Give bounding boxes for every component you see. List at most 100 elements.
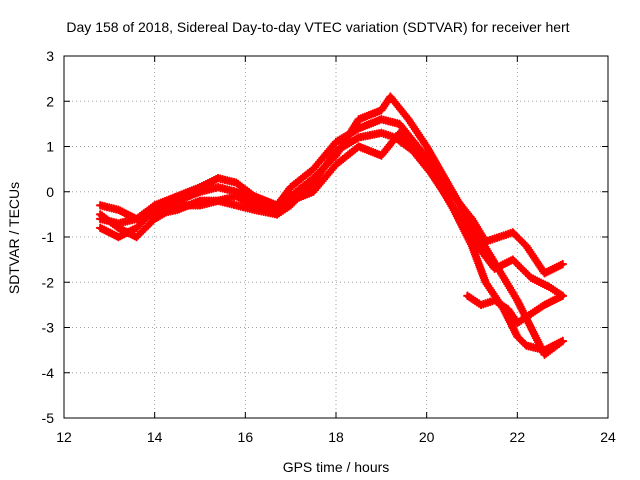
chart-title: Day 158 of 2018, Sidereal Day-to-day VTE… <box>66 19 569 35</box>
data-point <box>561 294 565 298</box>
data-point <box>425 144 429 149</box>
data-point <box>515 321 519 325</box>
data-point <box>153 212 157 216</box>
data-point <box>379 153 383 158</box>
grid-lines <box>64 56 608 418</box>
data-point <box>465 294 470 298</box>
series-markers <box>95 92 567 359</box>
data-point <box>488 253 492 257</box>
data-point <box>470 244 474 248</box>
data-point <box>311 176 315 180</box>
data-point <box>443 176 447 180</box>
data-point <box>98 203 102 207</box>
data-point <box>357 135 361 140</box>
data-point <box>461 208 465 212</box>
data-point <box>216 199 220 203</box>
data-point <box>216 185 220 189</box>
x-tick-label: 22 <box>510 429 526 445</box>
y-tick-label: 2 <box>46 93 54 109</box>
data-point <box>502 276 506 280</box>
data-point <box>289 199 293 203</box>
data-point <box>379 117 383 121</box>
data-point <box>542 271 547 275</box>
data-point <box>479 248 483 253</box>
data-point <box>434 176 438 180</box>
data-point <box>379 108 383 112</box>
data-point <box>452 208 456 212</box>
data-point <box>493 298 497 302</box>
data-point <box>175 208 179 212</box>
data-point <box>479 303 483 307</box>
data-point <box>198 199 202 203</box>
data-point <box>334 163 338 167</box>
series-track-3 <box>95 92 567 359</box>
series-track-5 <box>463 291 567 328</box>
data-point <box>116 221 120 226</box>
data-point <box>484 280 488 284</box>
data-point <box>311 167 315 171</box>
data-point <box>234 203 238 207</box>
y-tick-label: -1 <box>42 229 55 245</box>
x-tick-label: 16 <box>238 429 254 445</box>
data-point <box>234 194 238 198</box>
y-tick-label: -5 <box>42 410 55 426</box>
data-point <box>416 149 420 153</box>
data-point <box>561 262 565 266</box>
data-point <box>515 334 519 339</box>
data-point <box>515 298 519 302</box>
y-tick-label: -4 <box>42 365 55 381</box>
data-point <box>134 235 139 239</box>
data-point <box>506 307 510 311</box>
data-point <box>524 244 529 248</box>
series-track-1 <box>95 115 567 278</box>
data-point <box>289 185 293 189</box>
y-tick-label: -2 <box>42 274 55 290</box>
data-point <box>357 144 361 149</box>
data-point <box>511 230 515 235</box>
data-point <box>311 190 315 194</box>
y-axis-label: SDTVAR / TECUs <box>6 182 22 294</box>
data-point <box>529 325 533 330</box>
y-tick-label: -3 <box>42 320 55 336</box>
y-tick-label: 0 <box>46 184 54 200</box>
data-point <box>397 131 402 135</box>
series-markers <box>95 115 567 278</box>
data-point <box>547 285 551 289</box>
data-point <box>116 235 120 239</box>
data-point <box>529 312 533 316</box>
data-point <box>542 303 547 307</box>
data-point <box>116 208 120 212</box>
data-point <box>234 181 238 185</box>
series-layer <box>95 92 567 359</box>
data-point <box>379 131 383 135</box>
x-tick-label: 12 <box>56 429 72 445</box>
y-tick-label: 3 <box>46 48 54 64</box>
data-point <box>216 176 220 180</box>
x-tick-label: 24 <box>600 429 616 445</box>
x-tick-label: 18 <box>328 429 344 445</box>
data-point <box>406 117 411 121</box>
data-point <box>252 203 256 207</box>
data-point <box>474 230 479 235</box>
data-point <box>275 212 279 216</box>
x-axis-label: GPS time / hours <box>283 459 390 475</box>
data-point <box>98 217 102 221</box>
x-tick-label: 20 <box>419 429 435 445</box>
data-point <box>542 348 547 352</box>
y-tick-label: 1 <box>46 139 54 155</box>
data-point <box>134 217 139 221</box>
data-point <box>561 339 565 343</box>
data-point <box>98 226 102 230</box>
data-point <box>388 95 392 99</box>
data-point <box>524 344 529 348</box>
data-point <box>175 199 179 203</box>
data-point <box>334 140 338 144</box>
data-point <box>198 190 202 194</box>
data-point <box>529 276 533 280</box>
data-point <box>357 117 361 121</box>
data-point <box>134 226 139 230</box>
axis-ticks: 12 14 16 18 20 22 24 3 2 1 0 -1 -2 -3 -4 -5 <box>42 48 616 445</box>
data-point <box>397 122 402 126</box>
data-point <box>511 258 515 262</box>
